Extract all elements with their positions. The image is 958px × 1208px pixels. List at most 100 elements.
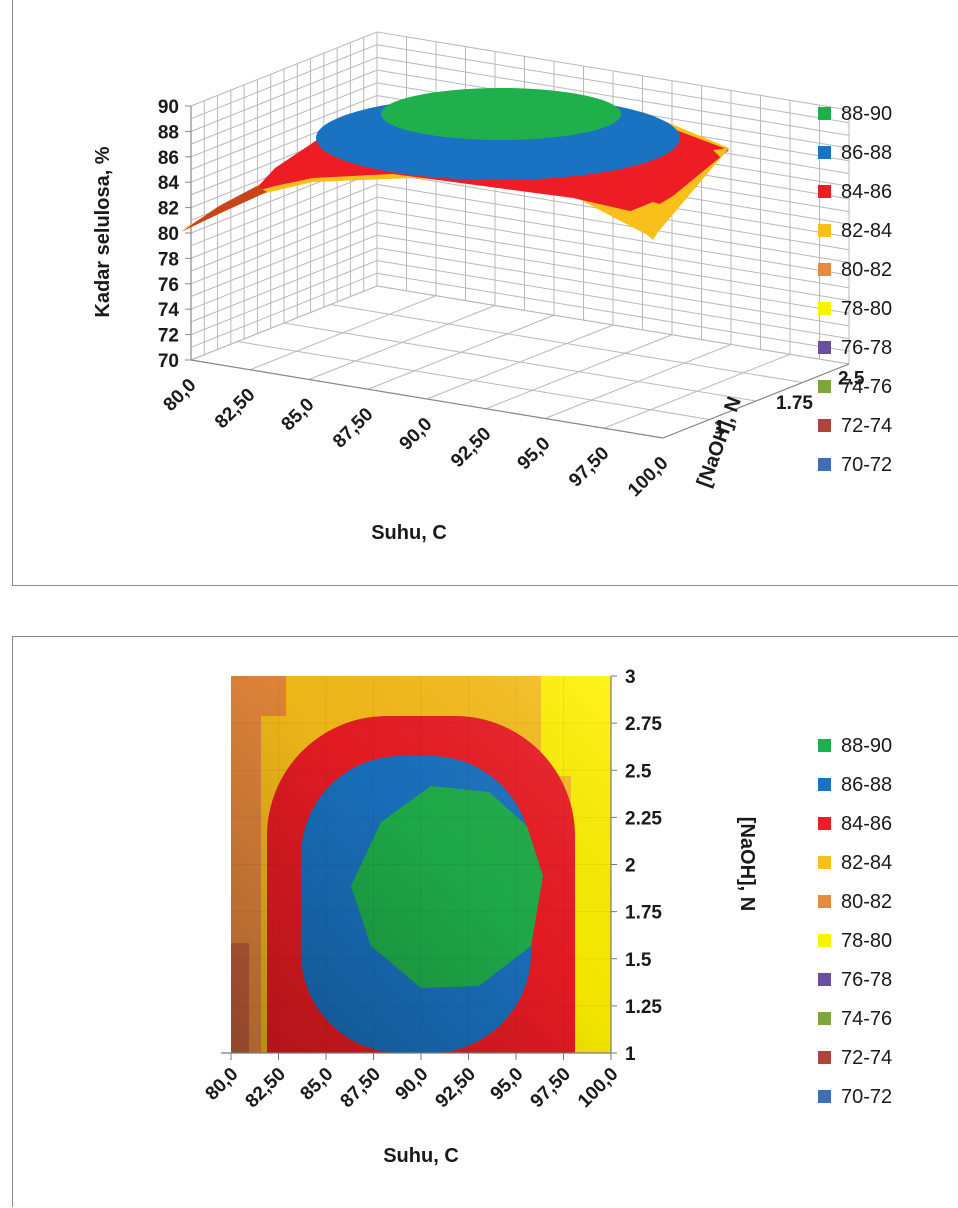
z-tick-label: 88 [158, 122, 179, 143]
z-tick-label: 82 [158, 199, 179, 220]
x-tick-labels: 80,0 82,50 85,0 87,50 90,0 92,50 95,0 97,50 100,… [160, 375, 673, 501]
contour-chart: 80,0 82,50 85,0 87,50 90,0 92,50 95,0 97,50 100,… [202, 667, 893, 1167]
x-tick-label: 92,50 [432, 1064, 480, 1112]
legend-label: 88-90 [841, 103, 892, 125]
legend-swatch [818, 185, 831, 198]
legend-swatch [818, 419, 831, 432]
legend-swatch [818, 458, 831, 471]
z-tick-label: 84 [158, 173, 180, 194]
legend-swatch [818, 302, 831, 315]
legend-label: 76-78 [841, 337, 892, 359]
x-tick-label: 100,0 [574, 1064, 622, 1112]
x-tick-label: 85,0 [278, 394, 319, 435]
legend-label: 82-84 [841, 220, 892, 242]
z-tick-label: 86 [158, 148, 179, 169]
x-tick-label: 95,0 [514, 433, 555, 474]
contour-chart-panel: 80,0 82,50 85,0 87,50 90,0 92,50 95,0 97,50 100,… [12, 636, 958, 1207]
floor-grid [190, 106, 850, 439]
y-tick-label: 2.25 [625, 808, 662, 829]
legend-label: 84-86 [841, 813, 892, 835]
legend-swatch [818, 973, 831, 986]
y-axis-title: [NaOH], N [736, 817, 758, 911]
legend-label: 80-82 [841, 259, 892, 281]
legend-label: 70-72 [841, 454, 892, 476]
legend-swatch [818, 263, 831, 276]
legend-label: 74-76 [841, 376, 892, 398]
legend-swatch [818, 1012, 831, 1025]
x-tick-labels: 80,0 82,50 85,0 87,50 90,0 92,50 95,0 97,50 100,… [202, 1053, 623, 1112]
legend: 88-90 86-88 84-86 82-84 80-82 78-80 76-78 74-76… [818, 103, 892, 476]
legend-label: 76-78 [841, 969, 892, 991]
y-tick-label: 2.75 [625, 714, 662, 735]
legend-label: 82-84 [841, 852, 892, 874]
x-tick-label: 90,0 [396, 414, 437, 455]
legend-label: 72-74 [841, 415, 892, 437]
legend: 88-90 86-88 84-86 82-84 80-82 78-80 76-78 74-76… [818, 735, 892, 1108]
x-tick-label: 87,50 [329, 404, 377, 452]
x-tick-label: 90,0 [392, 1064, 433, 1105]
shading [231, 676, 611, 1053]
y-tick-label: 1.75 [625, 903, 662, 924]
x-axis-title: Suhu, C [383, 1145, 459, 1167]
y-tick-label: 1.25 [625, 997, 662, 1018]
legend-swatch [818, 146, 831, 159]
legend-swatch [818, 778, 831, 791]
z-axis-title: Kadar selulosa, % [92, 146, 114, 317]
y-tick-label: 2.5 [838, 368, 865, 389]
x-tick-label: 80,0 [202, 1064, 243, 1105]
legend-label: 86-88 [841, 142, 892, 164]
legend-swatch [818, 934, 831, 947]
x-tick-label: 92,50 [447, 423, 495, 471]
legend-label: 84-86 [841, 181, 892, 203]
x-tick-label: 87,50 [337, 1064, 385, 1112]
z-tick-label: 72 [158, 326, 179, 347]
y-tick-label: 2.5 [625, 761, 652, 782]
y-tick-labels: 1 1.25 1.5 1.75 2 2.25 2.5 2.75 3 [611, 667, 662, 1065]
y-tick-label: 3 [625, 667, 636, 688]
legend-swatch [818, 739, 831, 752]
legend-label: 80-82 [841, 891, 892, 913]
x-axis-title: Suhu, C [371, 522, 447, 544]
z-tick-label: 80 [158, 224, 179, 245]
legend-swatch [818, 856, 831, 869]
x-tick-label: 100,0 [624, 453, 672, 501]
x-tick-label: 97,50 [527, 1064, 575, 1112]
back-walls-grid [190, 31, 850, 365]
legend-label: 70-72 [841, 1086, 892, 1108]
y-tick-label: 2 [625, 856, 636, 877]
legend-swatch [818, 380, 831, 393]
z-tick-label: 90 [158, 97, 179, 118]
y-tick-label: 1.75 [776, 393, 813, 414]
legend-swatch [818, 1090, 831, 1103]
x-tick-label: 85,0 [297, 1064, 338, 1105]
x-tick-label: 82,50 [242, 1064, 290, 1112]
z-tick-labels: 70 72 74 76 78 80 82 84 86 88 90 [158, 97, 191, 372]
edge-left [181, 186, 267, 232]
legend-swatch [818, 1051, 831, 1064]
surface-chart: 70 72 74 76 78 80 82 84 86 88 90 80,0 82,50 85,0 87,5… [92, 31, 892, 544]
legend-label: 86-88 [841, 774, 892, 796]
y-tick-labels: 1 1.75 2.5 [714, 368, 865, 438]
x-tick-label: 82,50 [211, 384, 259, 432]
y-tick-label: 1.5 [625, 950, 652, 971]
z-tick-label: 74 [158, 300, 180, 321]
legend-swatch [818, 224, 831, 237]
z-tick-label: 76 [158, 275, 179, 296]
y-axis-title: [NaOH], N [693, 394, 746, 490]
legend-label: 78-80 [841, 930, 892, 952]
y-tick-label: 1 [625, 1044, 636, 1065]
y-tick-label: 1 [714, 418, 725, 439]
x-tick-label: 80,0 [160, 375, 201, 416]
dip-right [623, 202, 673, 240]
legend-swatch [818, 107, 831, 120]
contour-bands [231, 676, 611, 1053]
edge-right [713, 148, 729, 158]
legend-label: 72-74 [841, 1047, 892, 1069]
legend-label: 78-80 [841, 298, 892, 320]
surface-chart-panel: 70 72 74 76 78 80 82 84 86 88 90 80,0 82,50 85,0 87,5… [12, 0, 958, 586]
legend-swatch [818, 817, 831, 830]
z-tick-label: 78 [158, 249, 179, 270]
legend-label: 74-76 [841, 1008, 892, 1030]
legend-swatch [818, 895, 831, 908]
z-tick-label: 70 [158, 351, 179, 372]
